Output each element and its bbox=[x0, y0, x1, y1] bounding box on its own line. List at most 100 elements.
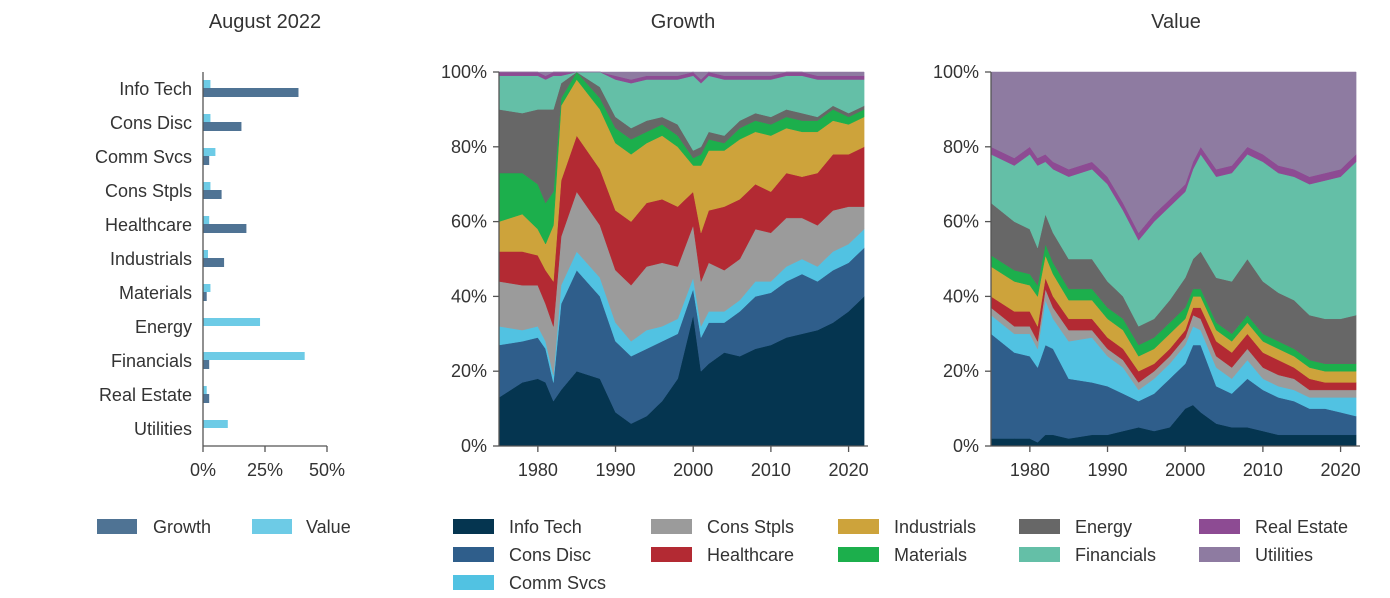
growth-bar-financials bbox=[203, 360, 210, 369]
bar-label-comm-svcs: Comm Svcs bbox=[95, 147, 192, 167]
bar-label-healthcare: Healthcare bbox=[105, 215, 192, 235]
growth-x-tick-label: 2010 bbox=[751, 460, 791, 480]
legend-swatch-financials bbox=[1019, 547, 1060, 562]
value-bar-energy bbox=[203, 318, 261, 326]
bar-x-tick-label: 25% bbox=[247, 460, 283, 480]
legend-label-utilities: Utilities bbox=[1255, 545, 1313, 565]
value-x-tick-label: 1980 bbox=[1010, 460, 1050, 480]
legend-label-industrials: Industrials bbox=[894, 517, 976, 537]
growth-bar-cons-stpls bbox=[203, 190, 222, 199]
legend-swatch-cons-disc bbox=[453, 547, 494, 562]
growth-area-utilities bbox=[499, 71, 865, 80]
growth-axes: 0% 20% 40% 60% 80% 100% 1980 1990 2000 2010 2020 bbox=[441, 62, 869, 480]
value-bar-info-tech bbox=[203, 80, 211, 88]
growth-y-tick-label: 0% bbox=[461, 436, 487, 456]
growth-x-tick-label: 2020 bbox=[829, 460, 869, 480]
value-bar-financials bbox=[203, 352, 305, 360]
legend-label-healthcare: Healthcare bbox=[707, 545, 794, 565]
growth-bar-industrials bbox=[203, 258, 225, 267]
bar-marks bbox=[203, 80, 305, 428]
bar-legend: Growth Value bbox=[97, 517, 351, 537]
growth-bar-cons-disc bbox=[203, 122, 242, 131]
legend-label-materials: Materials bbox=[894, 545, 967, 565]
legend-swatch-comm-svcs bbox=[453, 575, 494, 590]
growth-bar-healthcare bbox=[203, 224, 247, 233]
value-bar-comm-svcs bbox=[203, 148, 216, 156]
bar-x-tick-label: 50% bbox=[309, 460, 345, 480]
value-x-tick-label: 1990 bbox=[1088, 460, 1128, 480]
value-y-tick-label: 0% bbox=[953, 436, 979, 456]
value-bar-materials bbox=[203, 284, 211, 292]
value-bar-real-estate bbox=[203, 386, 207, 394]
value-chart-title: Value bbox=[1151, 11, 1201, 33]
value-y-tick-label: 40% bbox=[943, 286, 979, 306]
value-bar-cons-disc bbox=[203, 114, 211, 122]
growth-bar-info-tech bbox=[203, 88, 299, 97]
value-bar-cons-stpls bbox=[203, 182, 211, 190]
value-bar-healthcare bbox=[203, 216, 210, 224]
bar-x-tick-label: 0% bbox=[190, 460, 216, 480]
growth-y-tick-label: 20% bbox=[451, 361, 487, 381]
legend-label-real-estate: Real Estate bbox=[1255, 517, 1348, 537]
bar-x-axis: 0% 25% 50% bbox=[190, 72, 345, 480]
growth-y-tick-label: 40% bbox=[451, 286, 487, 306]
bar-label-real-estate: Real Estate bbox=[99, 385, 192, 405]
growth-y-tick-label: 100% bbox=[441, 62, 487, 82]
bar-label-utilities: Utilities bbox=[134, 419, 192, 439]
bar-label-cons-stpls: Cons Stpls bbox=[105, 181, 192, 201]
growth-x-tick-label: 2000 bbox=[673, 460, 713, 480]
legend-swatch-info-tech bbox=[453, 519, 494, 534]
bar-chart-title: August 2022 bbox=[209, 11, 321, 33]
value-y-tick-label: 60% bbox=[943, 212, 979, 232]
legend-label-value: Value bbox=[306, 517, 351, 537]
legend-swatch-real-estate bbox=[1199, 519, 1240, 534]
legend-swatch-cons-stpls bbox=[651, 519, 692, 534]
value-x-tick-label: 2020 bbox=[1321, 460, 1361, 480]
value-bar-industrials bbox=[203, 250, 208, 258]
bar-label-energy: Energy bbox=[135, 317, 192, 337]
sector-weights-bar-chart: August 2022 Info Tech Cons Disc Comm Svcs C… bbox=[95, 11, 351, 537]
bar-label-info-tech: Info Tech bbox=[119, 79, 192, 99]
growth-y-tick-label: 80% bbox=[451, 137, 487, 157]
legend-swatch-industrials bbox=[838, 519, 879, 534]
legend-label-energy: Energy bbox=[1075, 517, 1132, 537]
growth-chart-title: Growth bbox=[651, 11, 715, 33]
growth-x-tick-label: 1990 bbox=[596, 460, 636, 480]
legend-swatch-energy bbox=[1019, 519, 1060, 534]
bar-label-cons-disc: Cons Disc bbox=[110, 113, 192, 133]
value-area-chart: Value 0% 20% 40% 60% 80% 100% 1980 1990 2000 2010… bbox=[933, 11, 1361, 480]
value-x-tick-label: 2000 bbox=[1165, 460, 1205, 480]
legend-label-cons-disc: Cons Disc bbox=[509, 545, 591, 565]
value-area-series bbox=[990, 71, 1357, 447]
value-y-tick-label: 80% bbox=[943, 137, 979, 157]
legend-swatch-utilities bbox=[1199, 547, 1240, 562]
legend-swatch-value bbox=[252, 519, 292, 534]
growth-bar-materials bbox=[203, 292, 207, 301]
value-area-utilities bbox=[990, 71, 1357, 234]
growth-bar-comm-svcs bbox=[203, 156, 210, 165]
legend-label-growth: Growth bbox=[153, 517, 211, 537]
value-x-tick-label: 2010 bbox=[1243, 460, 1283, 480]
legend-label-cons-stpls: Cons Stpls bbox=[707, 517, 794, 537]
value-y-tick-label: 20% bbox=[943, 361, 979, 381]
growth-area-series bbox=[498, 71, 865, 447]
sector-legend: Info Tech Cons Disc Comm Svcs Cons Stpls Hea… bbox=[453, 517, 1348, 593]
value-y-tick-label: 100% bbox=[933, 62, 979, 82]
value-axes: 0% 20% 40% 60% 80% 100% 1980 1990 2000 2010 2020 bbox=[933, 62, 1361, 480]
legend-label-info-tech: Info Tech bbox=[509, 517, 582, 537]
legend-label-comm-svcs: Comm Svcs bbox=[509, 573, 606, 593]
bar-label-industrials: Industrials bbox=[110, 249, 192, 269]
bar-label-financials: Financials bbox=[111, 351, 192, 371]
value-bar-utilities bbox=[203, 420, 228, 428]
growth-x-tick-label: 1980 bbox=[518, 460, 558, 480]
legend-swatch-growth bbox=[97, 519, 137, 534]
bar-category-labels: Info Tech Cons Disc Comm Svcs Cons Stpls Hea… bbox=[95, 79, 192, 439]
legend-swatch-materials bbox=[838, 547, 879, 562]
growth-y-tick-label: 60% bbox=[451, 212, 487, 232]
growth-area-chart: Growth 0% 20% 40% 60% 80% 100% 1980 1990 2000 201… bbox=[441, 11, 869, 480]
legend-swatch-healthcare bbox=[651, 547, 692, 562]
legend-label-financials: Financials bbox=[1075, 545, 1156, 565]
growth-bar-real-estate bbox=[203, 394, 210, 403]
bar-label-materials: Materials bbox=[119, 283, 192, 303]
